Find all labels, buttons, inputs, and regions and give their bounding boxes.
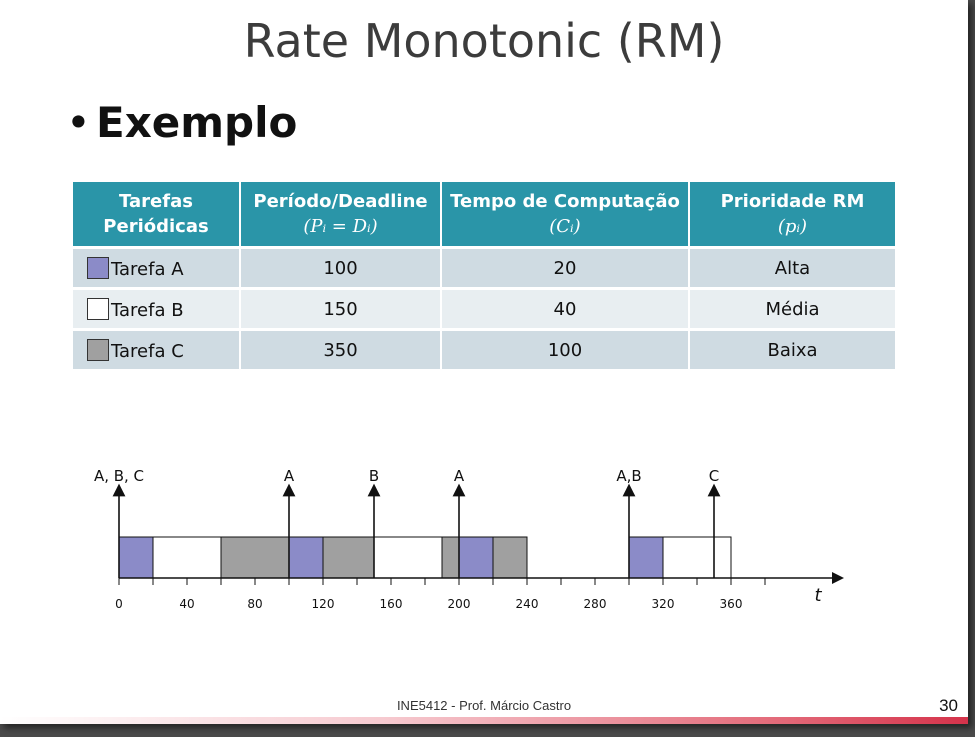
axis-tick-label: 240 [516,597,539,611]
bullet-text: Exemplo [96,98,298,147]
header-period: Período/Deadline (Pᵢ = Dᵢ) [240,182,442,248]
task-compute: 100 [441,328,690,369]
axis-tick-label: 120 [312,597,335,611]
task-b-segment [662,536,732,579]
task-period: 100 [240,246,442,289]
axis-tick-label: 0 [115,597,123,611]
task-period: 150 [240,287,442,330]
axis-tick-label: 360 [720,597,743,611]
page-number: 30 [939,696,958,715]
task-name: Tarefa C [111,340,184,362]
slide: Rate Monotonic (RM) • Exemplo Tarefas Per… [0,0,968,724]
task-priority: Média [689,287,895,330]
task-b-color-swatch [87,297,109,320]
arrival-label: A [284,467,295,485]
task-table: Tarefas Periódicas Período/Deadline (Pᵢ … [73,182,895,369]
axis-tick-label: 320 [652,597,675,611]
axis-tick-label: 160 [380,597,403,611]
axis-tick-label: 40 [179,597,194,611]
arrival-label: B [369,467,379,485]
bullet-dot: • [66,98,91,147]
schedule-timeline: t 0 40 80 120 160 200 240 280 320 360 A, B, C A B A A,B… [94,467,844,611]
slide-footer: INE5412 - Prof. Márcio Castro [396,698,572,713]
task-period: 350 [240,328,442,369]
bullet-item: • Exemplo [66,98,297,147]
axis-tick-label: 280 [584,597,607,611]
header-priority: Prioridade RM (pᵢ) [689,182,895,248]
task-a-segment [288,536,324,579]
axis-label-t: t [814,585,822,606]
task-c-segment [220,536,290,579]
task-a-color-swatch [87,256,109,279]
task-a-segment [458,536,494,579]
header-compute-time: Tempo de Computação (Cᵢ) [441,182,690,248]
table-header-row: Tarefas Periódicas Período/Deadline (Pᵢ … [73,182,895,248]
axis-tick-label: 200 [448,597,471,611]
arrival-label: A [454,467,465,485]
task-priority: Alta [689,246,895,289]
task-c-color-swatch [87,338,109,361]
task-b-segment [373,536,443,579]
arrival-label: A, B, C [94,467,144,485]
task-c-segment [322,536,375,579]
table-row: Tarefa A 100 20 Alta [73,246,895,289]
task-c-segment [492,536,528,579]
arrival-label: A,B [616,467,641,485]
footer-accent-bar [0,717,968,724]
task-name: Tarefa A [111,258,184,280]
task-name: Tarefa B [111,299,184,321]
task-compute: 40 [441,287,690,330]
task-priority: Baixa [689,328,895,369]
task-b-segment [152,536,222,579]
task-a-segment [628,536,664,579]
axis-tick-label: 80 [247,597,262,611]
slide-title: Rate Monotonic (RM) [243,14,725,68]
task-compute: 20 [441,246,690,289]
arrival-label: C [709,467,719,485]
table-row: Tarefa C 350 100 Baixa [73,328,895,369]
header-tasks: Tarefas Periódicas [73,182,241,248]
table-row: Tarefa B 150 40 Média [73,287,895,330]
task-c-segment [441,536,460,579]
task-a-segment [118,536,154,579]
